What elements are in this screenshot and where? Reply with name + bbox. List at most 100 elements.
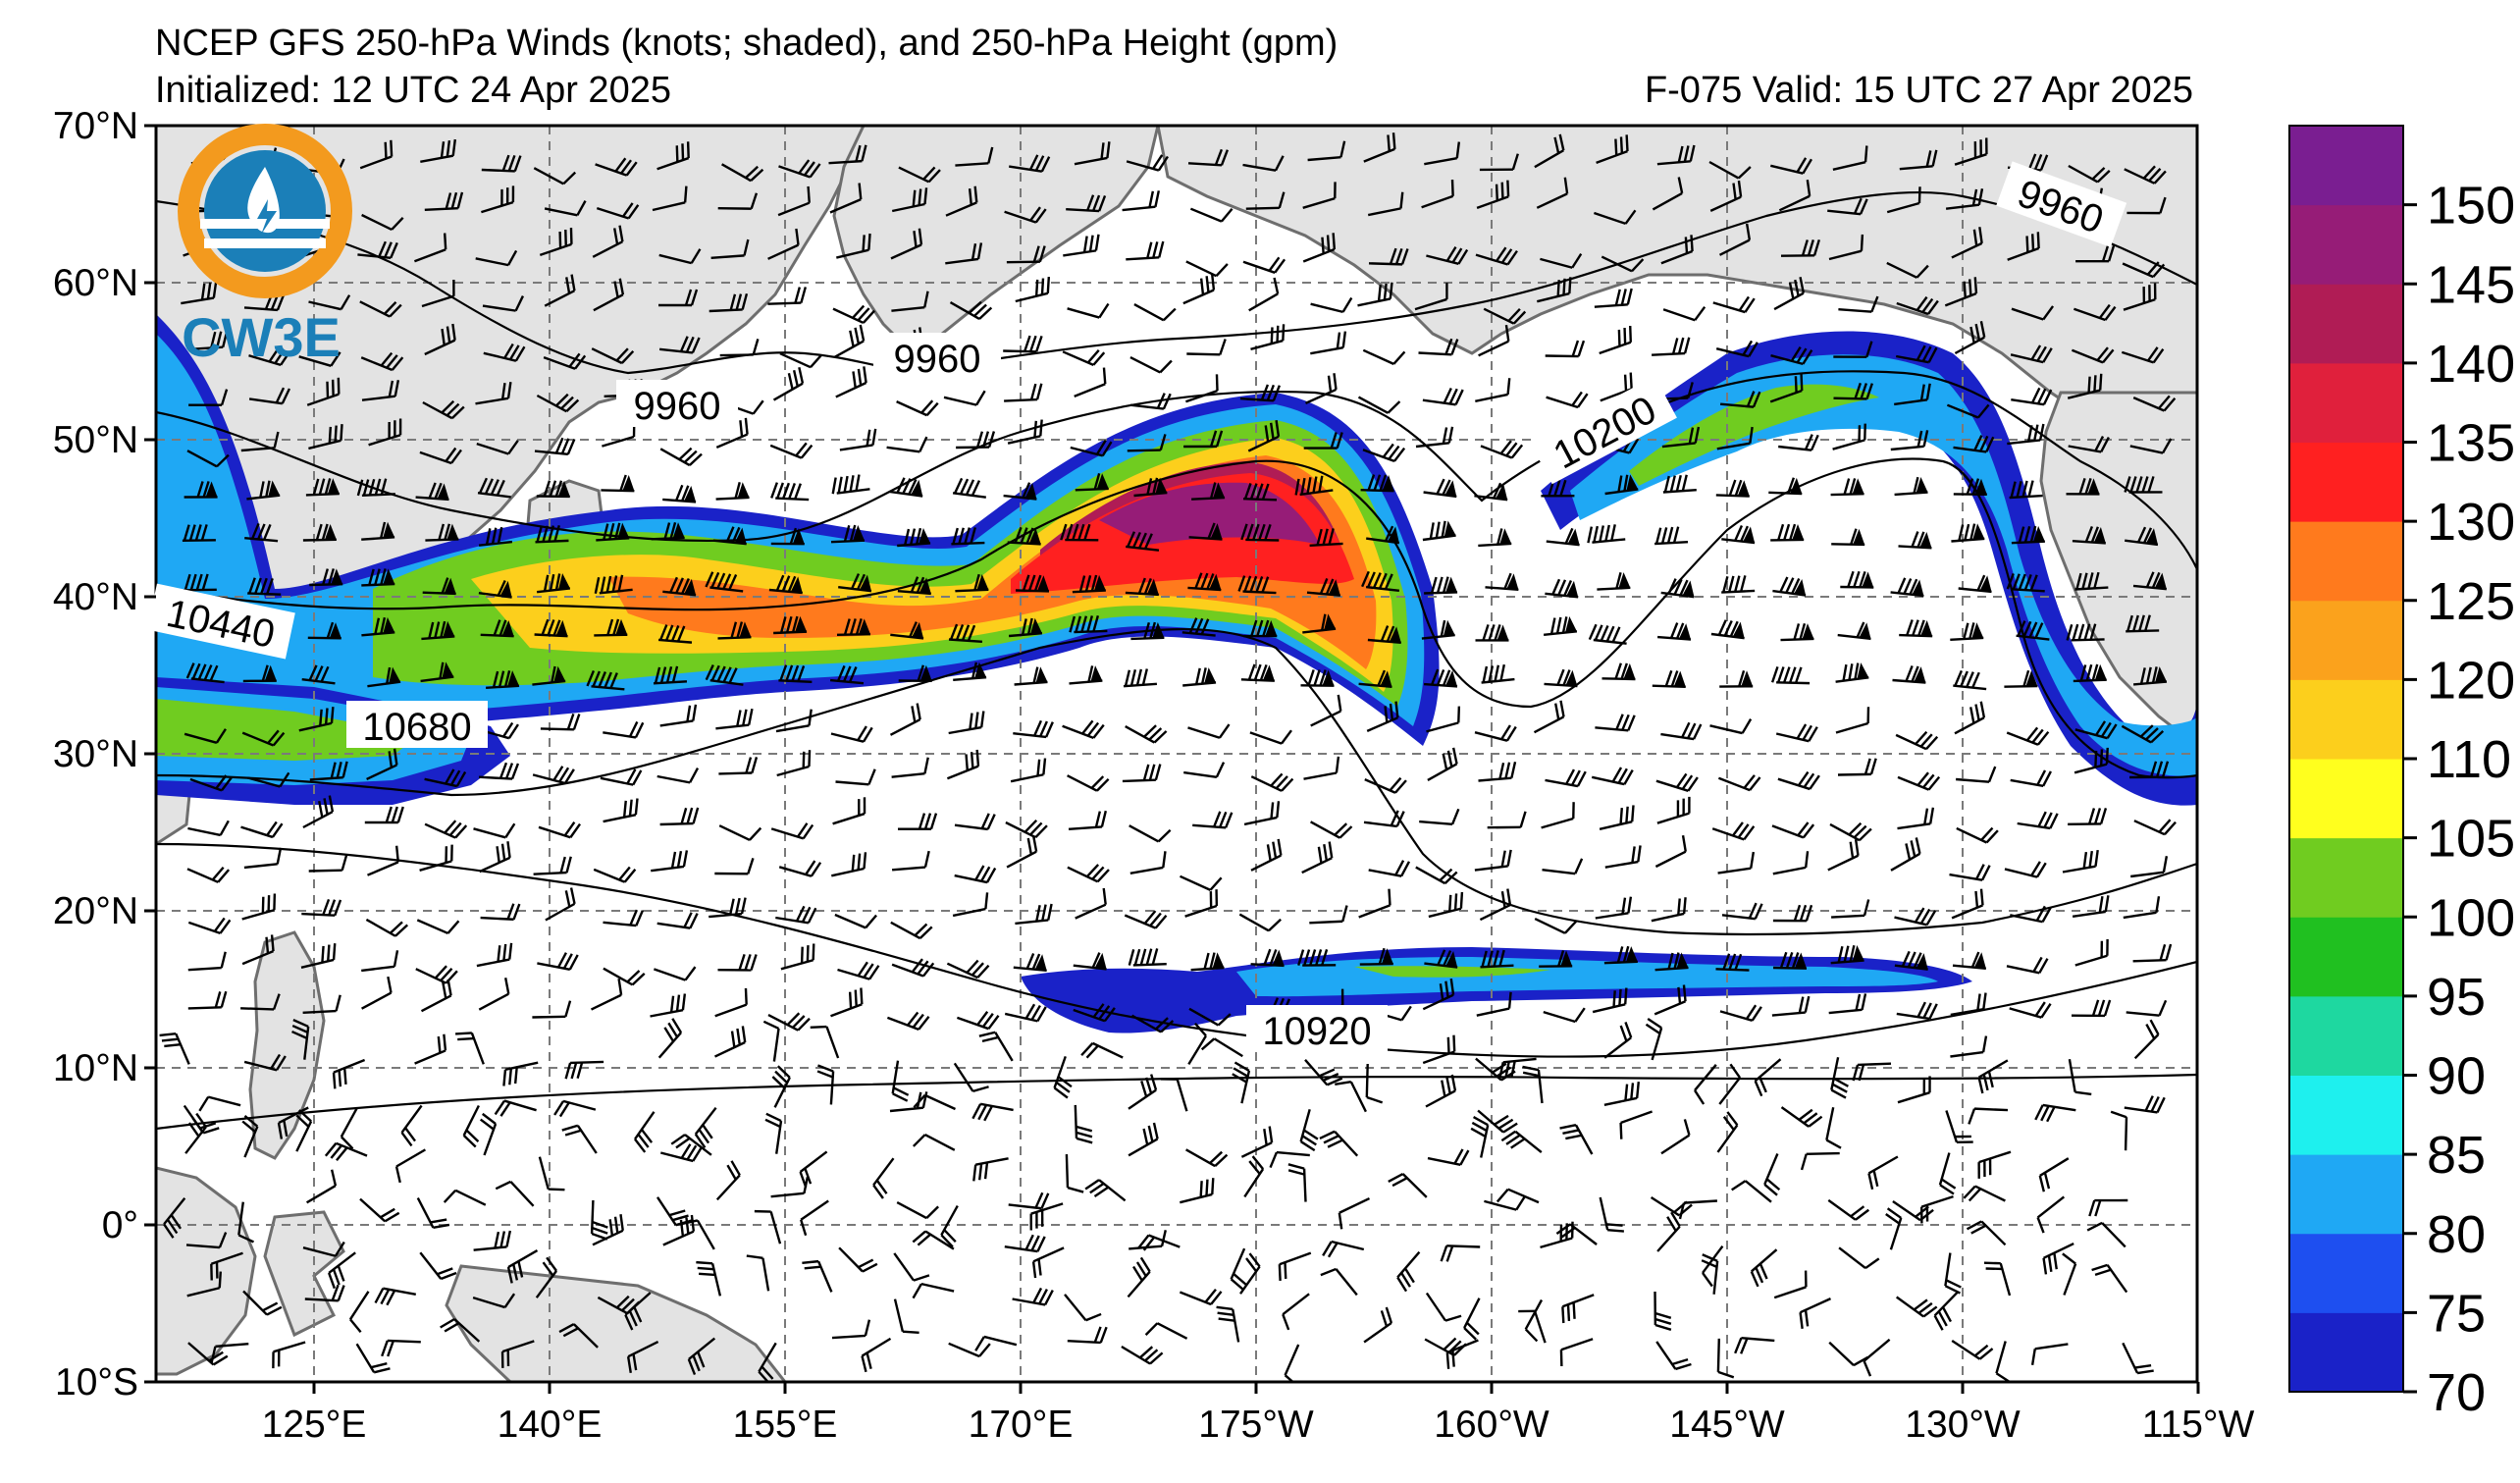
- wind-barb: [2124, 165, 2167, 185]
- wind-barb: [1479, 888, 1512, 922]
- wind-barb: [772, 367, 805, 401]
- wind-barb: [1007, 526, 1041, 546]
- wind-barb: [1601, 255, 1645, 273]
- wind-barb: [1734, 1337, 1775, 1354]
- colorbar-segment: [2289, 1312, 2403, 1393]
- wind-barb: [366, 748, 398, 780]
- wind-barb: [184, 1112, 207, 1154]
- wind-barb: [1367, 625, 1401, 644]
- wind-barb: [1121, 1345, 1164, 1365]
- wind-barb: [653, 665, 688, 685]
- wind-barb: [2030, 1343, 2069, 1366]
- wind-barb: [1480, 440, 1524, 459]
- wind-barb: [1062, 719, 1105, 739]
- wind-barb: [1534, 918, 1578, 934]
- wind-barb: [328, 1251, 356, 1290]
- wind-barb: [1075, 887, 1107, 920]
- wind-barb: [2062, 849, 2099, 874]
- contour-10680: [156, 627, 2197, 936]
- wind-barb: [298, 707, 335, 732]
- wind-barb: [1710, 619, 1745, 640]
- wind-barb: [1004, 1003, 1047, 1023]
- wind-barb: [1830, 1056, 1849, 1099]
- wind-barb: [1601, 662, 1636, 681]
- colorbar-label: 105: [2427, 810, 2515, 869]
- colorbar-segment: [2289, 600, 2403, 680]
- wind-barb: [1232, 1061, 1251, 1104]
- wind-barb: [1012, 1287, 1054, 1306]
- wind-barb: [301, 898, 342, 917]
- wind-barb: [416, 1197, 450, 1229]
- wind-barb: [1772, 851, 1810, 875]
- wind-barb: [779, 352, 823, 369]
- wind-barb: [1053, 1056, 1073, 1099]
- wind-barb: [1603, 1021, 1633, 1059]
- wind-barb: [657, 1018, 683, 1059]
- wind-barb: [662, 1214, 696, 1246]
- wind-barb: [949, 300, 993, 320]
- wind-barb: [364, 806, 404, 824]
- lat-label: 60°N: [53, 262, 138, 304]
- wind-barb: [715, 1160, 741, 1201]
- wind-barb: [1302, 182, 1337, 209]
- wind-barb: [1780, 238, 1820, 257]
- wind-barb: [1310, 296, 1353, 314]
- wind-barb: [1898, 531, 1932, 550]
- wind-barb: [2071, 999, 2112, 1018]
- wind-barb: [1243, 1155, 1265, 1198]
- wind-barb: [2038, 1157, 2070, 1192]
- lat-label: 10°S: [55, 1361, 138, 1404]
- wind-barb: [1477, 1109, 1518, 1134]
- wind-barb: [1496, 1188, 1540, 1204]
- wind-barb: [1476, 180, 1510, 210]
- wind-barb: [304, 1284, 345, 1302]
- wind-barb: [1004, 1234, 1046, 1253]
- wind-barb: [486, 670, 520, 689]
- wind-barb: [1067, 302, 1110, 319]
- wind-barb: [889, 477, 923, 498]
- wind-barb: [1133, 303, 1177, 322]
- wind-barb: [247, 771, 290, 788]
- wind-barb: [361, 380, 400, 401]
- wind-barb: [767, 287, 808, 305]
- wind-barb: [830, 524, 866, 544]
- wind-barb: [2124, 1095, 2166, 1114]
- wind-barb: [475, 249, 518, 267]
- wind-barb: [182, 524, 216, 542]
- wind-barb: [1129, 851, 1167, 874]
- wind-barb: [1750, 1248, 1778, 1288]
- land-borneo: [156, 1166, 257, 1376]
- wind-barb: [912, 1230, 955, 1250]
- wind-barb: [361, 976, 393, 1010]
- wind-barb: [1717, 774, 1761, 792]
- wind-barb: [1478, 762, 1517, 782]
- wind-barb: [1661, 426, 1701, 449]
- wind-barb: [1953, 478, 1987, 496]
- wind-barb: [1591, 767, 1634, 786]
- wind-barb: [659, 447, 703, 467]
- wind-barb: [1338, 1197, 1371, 1230]
- wind-barb: [1187, 723, 1231, 739]
- wind-barb: [2071, 346, 2115, 364]
- wind-barb: [710, 238, 750, 259]
- wind-barb: [424, 323, 456, 356]
- wind-barb: [1604, 845, 1642, 869]
- wind-barb: [2011, 525, 2045, 545]
- wind-barb: [913, 1093, 956, 1111]
- wind-barb: [1299, 1108, 1319, 1152]
- wind-barb: [1181, 617, 1216, 637]
- wind-barb: [302, 795, 335, 829]
- wind-barb: [241, 893, 277, 921]
- wind-barb: [2130, 856, 2169, 878]
- wind-barb: [2074, 747, 2109, 774]
- lat-label: 10°N: [53, 1047, 138, 1089]
- wind-barb: [1160, 1078, 1188, 1112]
- wind-barb: [1541, 802, 1575, 829]
- wind-barb: [662, 484, 697, 503]
- wind-barb: [1522, 1065, 1544, 1104]
- wind-barb: [1829, 821, 1872, 842]
- wind-barb: [532, 1000, 572, 1019]
- wind-barb: [1310, 331, 1347, 355]
- land-north-america: [2039, 391, 2197, 748]
- wind-barb: [1422, 978, 1455, 1011]
